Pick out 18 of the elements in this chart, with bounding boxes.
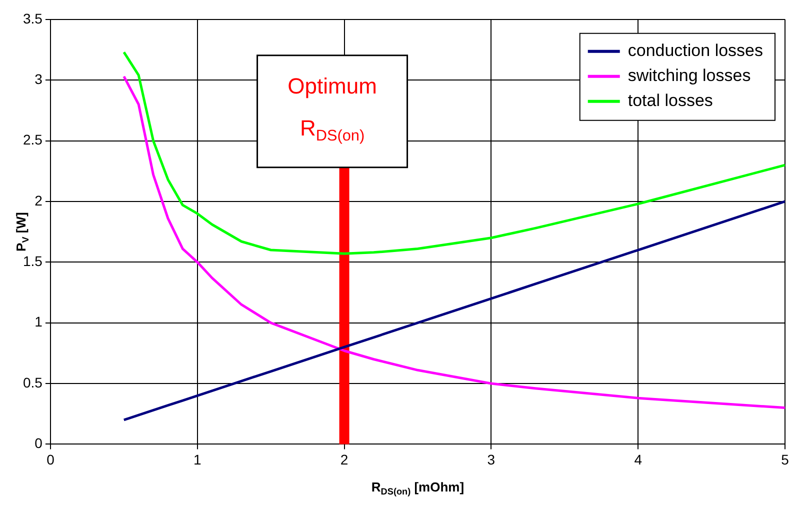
y-tick-label: 2 (34, 192, 43, 208)
y-tick-label: 0.5 (22, 374, 43, 390)
legend-label: conduction losses (628, 41, 764, 60)
y-tick-label: 1 (34, 314, 43, 330)
x-tick-label: 2 (340, 451, 348, 468)
y-tick-label: 0 (34, 435, 43, 452)
y-tick-label: 3.5 (22, 10, 43, 26)
legend-label: total losses (628, 91, 713, 110)
y-tick-label: 2.5 (22, 132, 43, 148)
x-tick-label: 1 (193, 451, 202, 468)
y-tick-label: 1.5 (22, 253, 43, 269)
x-tick-label: 0 (46, 451, 55, 468)
x-tick-label: 5 (781, 451, 790, 468)
x-tick-label: 4 (634, 451, 642, 468)
legend-label: switching losses (628, 66, 751, 86)
x-tick-label: 3 (487, 451, 496, 468)
y-tick-label: 3 (34, 70, 43, 87)
y-axis-title: PV [W] (14, 212, 30, 252)
